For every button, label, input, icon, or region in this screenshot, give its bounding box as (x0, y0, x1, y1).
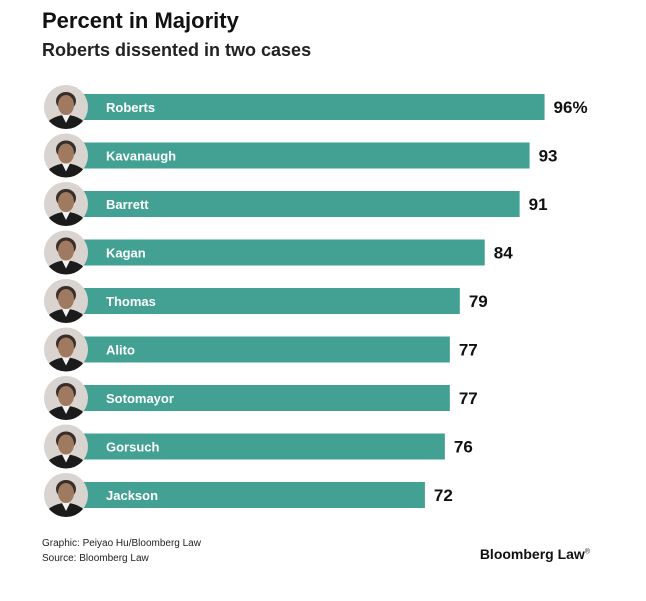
bar-row-barrett: Barrett 91 (44, 182, 548, 226)
bar-row-thomas: Thomas 79 (44, 279, 488, 323)
bar-label-roberts: Roberts (106, 100, 155, 115)
value-label-roberts: 96% (554, 98, 588, 117)
bar-label-gorsuch: Gorsuch (106, 440, 160, 455)
bloomberg-law-logo: Bloomberg Law® (480, 546, 590, 562)
bar-jackson (66, 482, 425, 508)
bar-row-kavanaugh: Kavanaugh 93 (44, 133, 558, 178)
bar-barrett (66, 191, 520, 217)
bar-label-alito: Alito (106, 343, 135, 358)
bar-label-barrett: Barrett (106, 197, 149, 212)
bar-kavanaugh (66, 142, 530, 169)
source-note: Source: Bloomberg Law (42, 553, 149, 564)
value-label-sotomayor: 77 (459, 389, 478, 408)
bar-label-jackson: Jackson (106, 488, 158, 503)
chart-footer: Graphic: Peiyao Hu/Bloomberg Law Source:… (42, 536, 201, 566)
portrait-alito (44, 327, 88, 372)
value-label-alito: 77 (459, 341, 478, 360)
value-label-thomas: 79 (469, 292, 488, 311)
bar-row-kagan: Kagan 84 (44, 230, 513, 275)
chart-title: Percent in Majority (42, 8, 239, 33)
bar-label-kagan: Kagan (106, 246, 146, 261)
bar-thomas (66, 288, 460, 314)
value-label-kavanaugh: 93 (539, 147, 558, 166)
portrait-thomas (44, 279, 88, 323)
bar-row-roberts: Roberts 96% (44, 85, 588, 129)
graphic-credit: Graphic: Peiyao Hu/Bloomberg Law (42, 538, 201, 549)
portrait-kavanaugh (44, 133, 88, 178)
portrait-roberts (44, 85, 88, 129)
brand-mark: ® (584, 548, 590, 556)
bar-sotomayor (66, 385, 450, 411)
bar-label-thomas: Thomas (106, 294, 156, 309)
portrait-sotomayor (44, 376, 88, 420)
portrait-gorsuch (44, 424, 88, 469)
brand-name: Bloomberg Law (479, 546, 585, 562)
bar-roberts (66, 94, 545, 120)
bar-label-sotomayor: Sotomayor (106, 391, 174, 406)
bar-gorsuch (66, 433, 445, 460)
bar-kagan (66, 239, 485, 266)
value-label-gorsuch: 76 (454, 438, 473, 457)
portrait-kagan (44, 230, 88, 275)
bar-row-jackson: Jackson 72 (44, 473, 453, 517)
bar-row-sotomayor: Sotomayor 77 (44, 376, 478, 420)
bar-row-alito: Alito 77 (44, 327, 478, 372)
portrait-barrett (44, 182, 88, 226)
chart-subtitle: Roberts dissented in two cases (42, 40, 312, 60)
bar-label-kavanaugh: Kavanaugh (106, 149, 176, 164)
bar-row-gorsuch: Gorsuch 76 (44, 424, 473, 469)
bar-alito (66, 336, 450, 363)
value-label-barrett: 91 (529, 195, 548, 214)
bar-chart: Roberts 96% Kavanaugh 93 Barrett 91 Kagan 84 Tho… (44, 85, 588, 517)
portrait-jackson (44, 473, 88, 517)
value-label-jackson: 72 (434, 486, 453, 505)
value-label-kagan: 84 (494, 244, 513, 263)
